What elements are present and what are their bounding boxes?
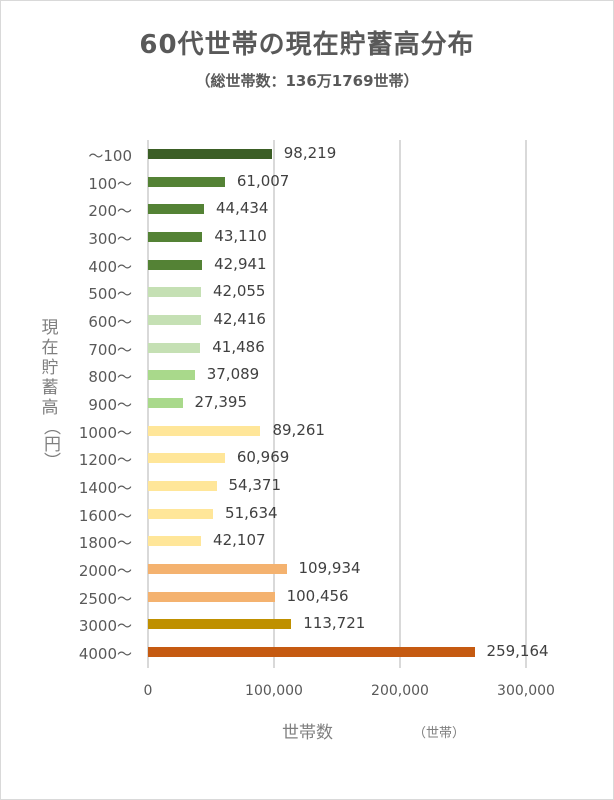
value-label: 41,486 — [212, 337, 265, 356]
value-label: 89,261 — [272, 420, 325, 439]
bar — [148, 591, 275, 602]
value-label: 100,456 — [286, 586, 349, 605]
gridline — [273, 140, 275, 668]
bar-row: 1200～ 60,969 — [79, 448, 614, 477]
value-label: 42,055 — [212, 282, 266, 301]
value-label: 259,164 — [486, 642, 549, 661]
y-axis-label-char: 現 — [41, 318, 59, 338]
category-label: ～100 — [88, 147, 132, 165]
bar-row: 2500～ 100,456 — [79, 586, 614, 616]
bar-row: 1400～ 54,371 — [79, 476, 614, 505]
y-axis-unit: （円） — [40, 418, 60, 469]
bar-row: 1600～ 51,634 — [79, 503, 614, 533]
bar-row: 700～ 41,486 — [88, 337, 614, 367]
category-label: 1200～ — [78, 451, 132, 470]
value-label: 60,969 — [236, 448, 290, 467]
bar-row: 400～ 42,941 — [88, 254, 614, 284]
category-label: 500～ — [88, 285, 132, 304]
chart-title: 60代世帯の現在貯蓄高分布 — [139, 30, 475, 60]
bar — [148, 315, 202, 326]
y-axis-label: 現 在 貯 蓄 高 （円） — [40, 318, 60, 469]
x-axis-unit: （世帯） — [413, 726, 466, 741]
value-label: 37,089 — [206, 365, 260, 384]
category-label: 1600～ — [78, 506, 132, 525]
category-label: 600～ — [88, 313, 132, 332]
category-label: 900～ — [88, 396, 132, 415]
gridline — [399, 140, 401, 668]
bar-row: 100～ 61,007 — [88, 171, 614, 201]
bar — [148, 204, 204, 215]
category-label: 100～ — [88, 174, 132, 193]
bar — [148, 149, 272, 159]
y-axis-label-char: 蓄 — [41, 378, 59, 398]
category-label: 200～ — [88, 202, 132, 221]
value-label: 54,371 — [228, 476, 282, 495]
bar-row: 300～ 43,110 — [88, 227, 614, 256]
category-label: 800～ — [88, 368, 132, 387]
bar-row: 800～ 37,089 — [88, 365, 614, 394]
bar-row: 500～ 42,055 — [88, 282, 614, 311]
y-axis-label-char: 在 — [41, 338, 59, 358]
bar-row: 2000～ 109,934 — [79, 559, 614, 588]
category-label: 1000～ — [78, 423, 132, 442]
bar — [148, 342, 201, 353]
gridline — [525, 140, 527, 668]
value-label: 98,219 — [283, 144, 337, 162]
bar-row: 1000～ 89,261 — [79, 420, 614, 450]
bar-row: 200～ 44,434 — [88, 199, 614, 228]
y-axis-label-char: 高 — [41, 398, 59, 418]
bar — [148, 481, 217, 492]
value-label: 51,634 — [225, 503, 278, 522]
bar-row: 4000～ 259,164 — [79, 642, 614, 671]
bar — [148, 398, 183, 409]
value-label: 42,941 — [214, 254, 267, 273]
category-label: 1800～ — [78, 534, 132, 553]
x-tick-label: 100,000 — [245, 683, 303, 699]
bar — [148, 370, 195, 381]
category-label: 2500～ — [78, 589, 132, 608]
value-label: 44,434 — [215, 199, 269, 218]
x-tick-label: 0 — [143, 683, 153, 699]
bar-row: 900～ 27,395 — [88, 393, 614, 422]
plot-area: ～100 98,219 100～ 61,007 200～ 44,434 300～ 43,110… — [79, 140, 549, 668]
bar — [148, 287, 201, 298]
bar — [148, 425, 261, 436]
value-label: 113,721 — [303, 614, 366, 633]
value-label: 109,934 — [298, 559, 361, 578]
bar-row: ～100 98,219 — [88, 144, 614, 173]
bar — [148, 232, 203, 242]
value-label: 42,107 — [213, 531, 266, 550]
bar — [148, 453, 225, 464]
bar — [148, 508, 214, 519]
bar — [148, 259, 203, 270]
bar-row: 600～ 42,416 — [88, 310, 614, 339]
category-label: 300～ — [88, 230, 132, 248]
value-label: 61,007 — [236, 171, 290, 190]
category-label: 400～ — [88, 257, 132, 276]
value-label: 42,416 — [213, 310, 266, 329]
bar — [148, 176, 225, 187]
bar-row: 3000～ 113,721 — [79, 614, 614, 643]
category-label: 1400～ — [78, 479, 132, 498]
bar — [148, 564, 287, 575]
category-label: 700～ — [88, 340, 132, 359]
chart-subtitle: （総世帯数：136万1769世帯） — [195, 72, 419, 90]
x-axis-label: 世帯数 — [282, 723, 333, 743]
x-tick-label: 300,000 — [497, 683, 555, 699]
category-label: 4000～ — [78, 645, 132, 664]
value-label: 27,395 — [194, 393, 248, 412]
x-tick-label: 200,000 — [371, 683, 429, 699]
bar — [148, 536, 202, 547]
bar-row: 1800～ 42,107 — [79, 531, 614, 560]
y-axis-label-char: 貯 — [41, 358, 59, 378]
bar — [148, 619, 292, 630]
bar — [148, 647, 475, 658]
value-label: 43,110 — [214, 227, 267, 245]
category-label: 3000～ — [78, 617, 132, 636]
category-label: 2000～ — [78, 562, 132, 581]
